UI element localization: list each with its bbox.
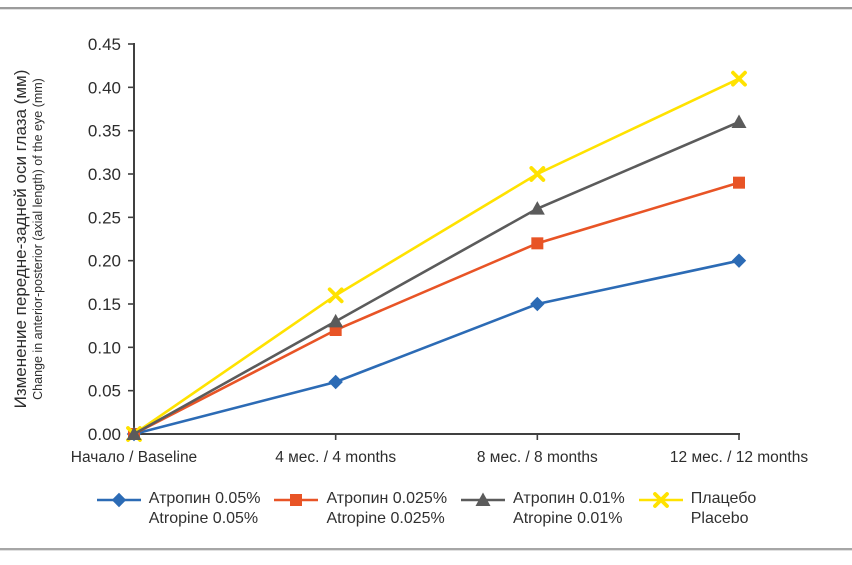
y-tick-label: 0.45 xyxy=(88,35,121,54)
series-line-atropine-0-01 xyxy=(133,120,740,436)
legend-item-atropine-0-025: Атропин 0.025% Atropine 0.025% xyxy=(273,489,447,529)
legend-marker-placebo xyxy=(652,492,669,508)
legend-marker-atropine-0-01 xyxy=(475,492,491,506)
series-line-atropine-0-05 xyxy=(133,259,740,436)
legend-label-ru: Атропин 0.025% xyxy=(326,490,448,507)
legend-label-en: Atropine 0.05% xyxy=(148,510,259,527)
data-point-atropine-0-01 xyxy=(328,313,344,328)
legend-text: Атропин 0.01% Atropine 0.01% xyxy=(513,489,625,529)
legend-item-atropine-0-01: Атропин 0.01% Atropine 0.01% xyxy=(460,489,625,529)
legend-marker-atropine-0-025 xyxy=(290,494,303,506)
legend-text: Атропин 0.025% Atropine 0.025% xyxy=(326,489,447,529)
series-line-placebo xyxy=(133,77,740,436)
data-point-atropine-0-025 xyxy=(733,176,745,189)
data-point-placebo xyxy=(529,166,546,182)
x-tick-label: 12 мес. / 12 months xyxy=(670,449,808,466)
data-point-atropine-0-05 xyxy=(731,253,747,268)
data-point-atropine-0-01 xyxy=(126,426,142,440)
legend-swatch-placebo xyxy=(638,492,683,508)
data-point-atropine-0-05 xyxy=(530,296,545,312)
data-point-atropine-0-025 xyxy=(531,237,544,250)
y-tick-label: 0.25 xyxy=(88,208,121,227)
line-chart: 0.00 0.05 0.10 0.15 0.20 0.25 0.30 0.35 0.40 0.45… xyxy=(71,35,809,466)
legend-label-en: Placebo xyxy=(690,510,749,527)
legend-label-ru: Плацебо xyxy=(690,490,757,507)
y-tick-label: 0.10 xyxy=(88,338,121,357)
legend-swatch-atropine-0-05 xyxy=(96,492,141,508)
y-tick-label: 0.15 xyxy=(88,295,121,314)
legend-label-en: Atropine 0.01% xyxy=(513,510,623,527)
legend-swatch-atropine-0-01 xyxy=(461,492,506,506)
x-tick-label: 4 мес. / 4 months xyxy=(275,449,396,466)
top-divider xyxy=(0,7,852,10)
data-point-placebo xyxy=(327,287,344,304)
y-tick-label: 0.30 xyxy=(88,165,121,184)
data-point-atropine-0-01 xyxy=(529,201,545,215)
legend-label-en: Atropine 0.025% xyxy=(326,510,445,527)
y-tick-label: 0.00 xyxy=(88,425,121,444)
y-tick-label: 0.40 xyxy=(88,78,121,97)
data-point-placebo xyxy=(731,70,747,87)
x-tick-label: 8 мес. / 8 months xyxy=(477,449,598,466)
data-point-atropine-0-01 xyxy=(731,114,747,128)
series-line-atropine-0-025 xyxy=(133,181,740,436)
chart-legend: Атропин 0.05% Atropine 0.05% Атропин 0.0… xyxy=(0,489,852,529)
legend-marker-atropine-0-05 xyxy=(111,492,126,508)
y-tick-label: 0.05 xyxy=(88,382,121,401)
legend-text: Плацебо Placebo xyxy=(691,489,757,529)
legend-label-ru: Атропин 0.01% xyxy=(513,490,625,507)
legend-label-ru: Атропин 0.05% xyxy=(148,490,261,507)
legend-text: Атропин 0.05% Atropine 0.05% xyxy=(149,489,261,529)
y-tick-label: 0.20 xyxy=(88,252,121,271)
data-point-atropine-0-05 xyxy=(328,374,343,390)
legend-swatch-atropine-0-025 xyxy=(274,494,319,506)
legend-item-placebo: Плацебо Placebo xyxy=(638,489,757,529)
x-tick-label: Начало / Baseline xyxy=(71,449,197,466)
y-tick-label: 0.35 xyxy=(88,122,121,141)
bottom-divider xyxy=(0,548,852,551)
legend-item-atropine-0-05: Атропин 0.05% Atropine 0.05% xyxy=(96,489,261,529)
